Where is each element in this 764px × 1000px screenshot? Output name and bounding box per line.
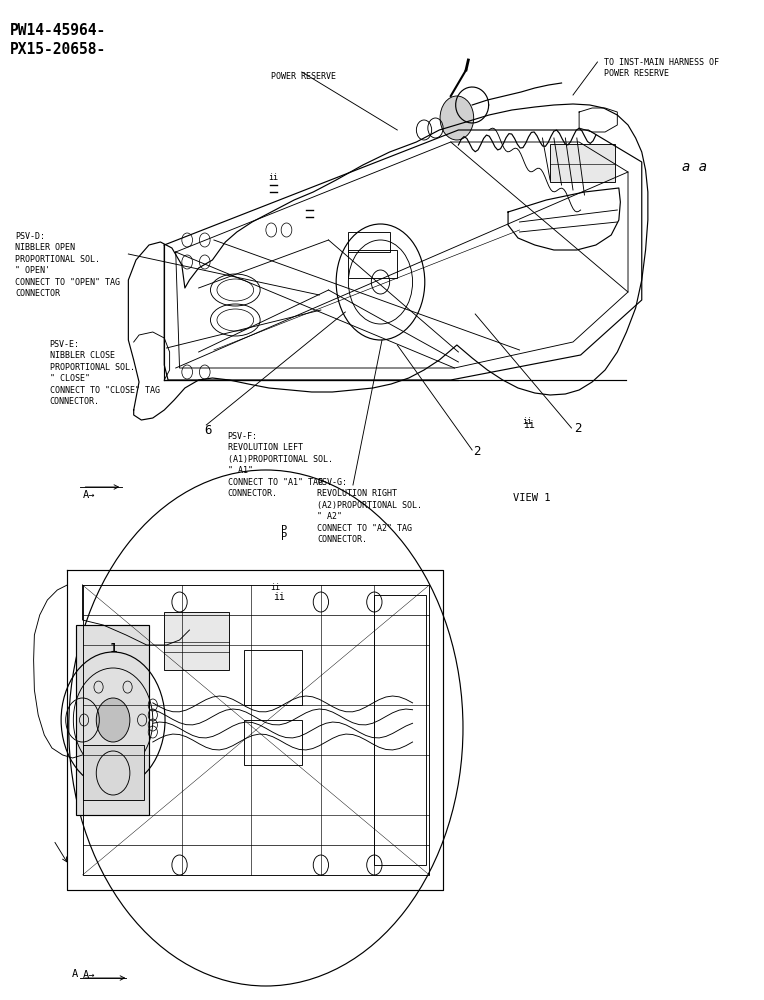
Circle shape xyxy=(96,698,130,742)
Bar xyxy=(244,650,302,705)
Text: PSV-F:
REVOLUTION LEFT
(A1)PROPORTIONAL SOL.
" A1"
CONNECT TO "A1" TAG
CONNECTOR: PSV-F: REVOLUTION LEFT (A1)PROPORTIONAL … xyxy=(228,432,332,498)
Text: 1: 1 xyxy=(109,642,117,655)
Bar xyxy=(374,595,426,865)
Bar xyxy=(348,232,390,252)
Text: 2: 2 xyxy=(473,445,481,458)
Bar xyxy=(550,144,615,182)
Text: 1: 1 xyxy=(109,642,117,654)
Text: P: P xyxy=(281,532,287,542)
Text: VIEW 1: VIEW 1 xyxy=(513,493,551,503)
Circle shape xyxy=(440,96,474,140)
Bar xyxy=(164,612,229,670)
Text: POWER RESERVE: POWER RESERVE xyxy=(271,72,336,81)
Bar xyxy=(83,745,144,800)
Text: P: P xyxy=(281,525,287,535)
Text: a a: a a xyxy=(682,160,707,174)
Text: PW14-45964-
PX15-20658-: PW14-45964- PX15-20658- xyxy=(10,23,106,57)
Text: ii: ii xyxy=(268,174,279,182)
Text: ii: ii xyxy=(523,420,535,430)
Bar xyxy=(76,625,149,815)
Text: 2: 2 xyxy=(574,422,581,435)
Text: PSV-D:
NIBBLER OPEN
PROPORTIONAL SOL.
" OPEN'
CONNECT TO "OPEN" TAG
CONNECTOR: PSV-D: NIBBLER OPEN PROPORTIONAL SOL. " … xyxy=(15,232,120,298)
Text: A→: A→ xyxy=(83,490,95,500)
Text: ii: ii xyxy=(522,418,533,426)
Text: ii: ii xyxy=(273,592,285,602)
Text: A→: A→ xyxy=(83,970,95,980)
Bar xyxy=(348,250,397,278)
Text: ii: ii xyxy=(270,582,280,591)
Text: 6: 6 xyxy=(204,424,212,437)
Text: PSV-G:
REVOLUTION RIGHT
(A2)PROPORTIONAL SOL.
" A2"
CONNECT TO "A2" TAG
CONNECTO: PSV-G: REVOLUTION RIGHT (A2)PROPORTIONAL… xyxy=(317,478,422,544)
Text: TO INST-MAIN HARNESS OF
POWER RESERVE: TO INST-MAIN HARNESS OF POWER RESERVE xyxy=(604,58,719,78)
Bar xyxy=(244,720,302,765)
Text: PSV-E:
NIBBLER CLOSE
PROPORTIONAL SOL.
" CLOSE"
CONNECT TO "CLOSE" TAG
CONNECTOR: PSV-E: NIBBLER CLOSE PROPORTIONAL SOL. "… xyxy=(50,340,160,406)
Text: A: A xyxy=(72,969,78,979)
